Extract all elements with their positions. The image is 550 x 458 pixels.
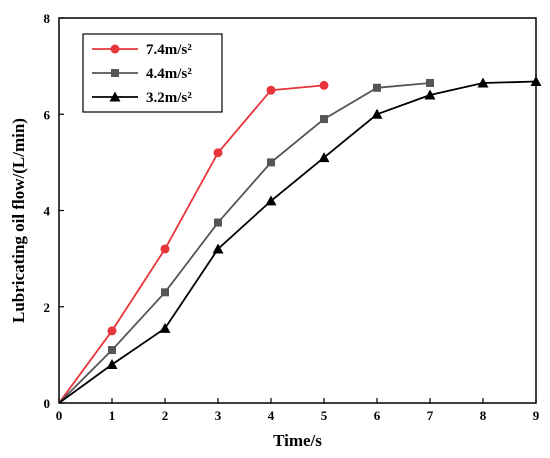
y-tick-label: 0 [44, 396, 51, 411]
x-tick-label: 5 [321, 408, 328, 423]
data-point [161, 288, 169, 297]
x-tick-label: 4 [268, 408, 275, 423]
x-axis-title: Time/s [273, 431, 322, 450]
data-point [160, 244, 170, 254]
data-point [212, 243, 224, 254]
x-tick-label: 7 [427, 408, 434, 423]
y-tick-label: 6 [44, 107, 51, 122]
data-point [107, 326, 117, 336]
legend-label: 4.4m/s² [146, 66, 192, 82]
series-triangle [58, 76, 542, 404]
series-group [58, 76, 542, 404]
data-point [320, 115, 328, 124]
data-point [266, 85, 276, 95]
x-tick-label: 9 [533, 408, 540, 423]
series-square [58, 78, 434, 404]
data-point [111, 69, 119, 77]
x-tick-label: 6 [374, 408, 381, 423]
x-tick-label: 3 [215, 408, 222, 423]
data-point [477, 77, 489, 88]
data-point [110, 44, 120, 54]
legend-label: 3.2m/s² [146, 90, 192, 106]
y-axis-title: Lubricating oil flow/(L/min) [9, 118, 28, 323]
series-line [58, 84, 325, 404]
x-tick-label: 8 [480, 408, 487, 423]
data-point [267, 158, 275, 167]
legend-item: 7.4m/s² [92, 42, 192, 58]
legend-label: 7.4m/s² [146, 42, 192, 58]
data-point [109, 91, 121, 102]
data-point [424, 89, 436, 100]
plot-area [58, 17, 537, 404]
series-line [58, 80, 537, 404]
x-tick-label: 1 [109, 408, 116, 423]
legend-item: 3.2m/s² [92, 90, 192, 106]
data-point [426, 78, 434, 87]
data-point [106, 359, 118, 369]
tick-labels: 0 1 2 3 4 5 6 7 8 9 0 2 4 6 8 [44, 11, 540, 423]
data-point [159, 322, 171, 333]
x-tick-label: 2 [162, 408, 169, 423]
data-point [108, 346, 116, 355]
data-point [213, 148, 223, 158]
data-point [371, 108, 383, 119]
y-tick-label: 4 [44, 204, 51, 219]
y-tick-label: 8 [44, 11, 51, 26]
data-point [530, 76, 542, 87]
data-point [319, 80, 329, 90]
series-circle [58, 80, 329, 404]
data-point [214, 218, 222, 227]
x-tick-label: 0 [56, 408, 63, 423]
legend-item: 4.4m/s² [92, 66, 192, 82]
legend: 7.4m/s² 4.4m/s² 3.2m/s² [82, 33, 223, 113]
series-line [58, 82, 431, 404]
data-point [373, 83, 381, 92]
y-tick-label: 2 [44, 300, 51, 315]
data-point [265, 195, 277, 206]
data-point [318, 152, 330, 163]
